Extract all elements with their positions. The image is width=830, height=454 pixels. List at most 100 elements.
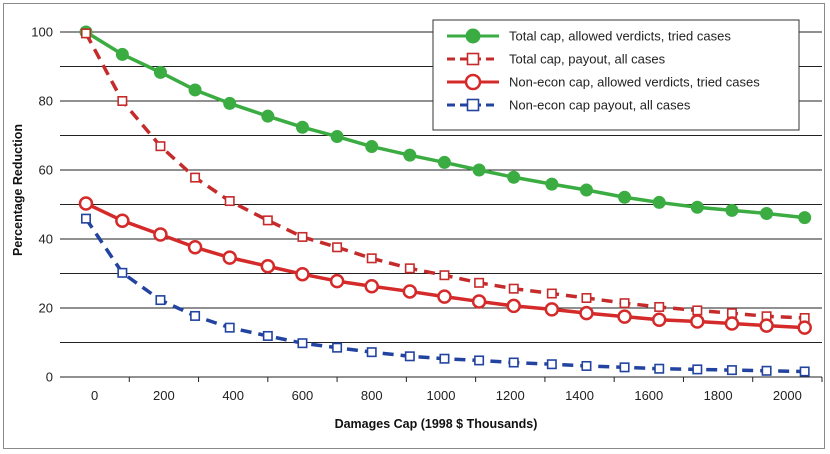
legend-box bbox=[432, 19, 800, 131]
data-point bbox=[619, 298, 630, 309]
data-point bbox=[472, 163, 486, 177]
series-2 bbox=[80, 28, 810, 324]
data-point bbox=[506, 298, 521, 314]
data-point bbox=[581, 360, 592, 371]
data-point bbox=[726, 365, 737, 376]
data-point bbox=[437, 289, 452, 304]
data-point bbox=[690, 200, 704, 214]
legend-item: Total cap, payout, all cases bbox=[447, 52, 666, 67]
series-layer bbox=[78, 25, 812, 377]
x-tick-label: 1800 bbox=[704, 388, 733, 403]
data-point bbox=[115, 47, 129, 61]
legend-label: Total cap, payout, all cases bbox=[509, 52, 666, 67]
data-point bbox=[797, 320, 812, 335]
x-axis-title: Damages Cap (1998 $ Thousands) bbox=[335, 417, 538, 431]
x-tick-label: 1000 bbox=[427, 388, 456, 403]
data-point bbox=[546, 288, 557, 299]
x-tick-label: 0 bbox=[91, 388, 98, 403]
data-point bbox=[297, 338, 308, 349]
data-point bbox=[365, 140, 379, 154]
data-point bbox=[464, 73, 482, 91]
data-point bbox=[471, 294, 487, 309]
y-axis-ticks: 0 20 40 60 80 100 bbox=[31, 25, 53, 385]
x-tick-label: 400 bbox=[222, 388, 244, 403]
legend-item: Non-econ cap, allowed verdicts, tried ca… bbox=[447, 73, 760, 91]
series-3 bbox=[78, 196, 812, 335]
data-point bbox=[579, 305, 594, 321]
legend-item: Total cap, allowed verdicts, tried cases bbox=[447, 28, 731, 44]
data-point bbox=[364, 279, 379, 294]
data-point bbox=[692, 364, 703, 375]
data-point bbox=[466, 52, 480, 66]
data-point bbox=[690, 314, 705, 329]
data-point bbox=[190, 310, 201, 321]
data-point bbox=[760, 206, 774, 220]
data-point bbox=[117, 267, 128, 278]
data-point bbox=[579, 183, 593, 197]
data-point bbox=[153, 227, 168, 242]
data-point bbox=[366, 347, 377, 358]
data-point bbox=[618, 190, 632, 204]
data-point bbox=[402, 284, 418, 299]
data-point bbox=[651, 312, 667, 327]
data-point bbox=[439, 270, 450, 281]
data-point bbox=[724, 316, 740, 331]
data-point bbox=[726, 308, 737, 319]
data-point bbox=[544, 302, 560, 317]
data-point bbox=[692, 305, 703, 316]
data-point bbox=[404, 351, 415, 362]
data-point bbox=[404, 263, 415, 274]
x-tick-label: 2000 bbox=[773, 388, 802, 403]
data-point bbox=[330, 130, 344, 144]
legend-item: Non-econ cap payout, all cases bbox=[447, 98, 691, 113]
data-point bbox=[466, 98, 480, 112]
data-point bbox=[403, 148, 417, 162]
data-point bbox=[437, 155, 451, 169]
y-axis-title: Percentage Reduction bbox=[11, 124, 25, 256]
data-point bbox=[759, 318, 774, 333]
data-point bbox=[295, 266, 310, 282]
x-tick-label: 200 bbox=[153, 388, 175, 403]
y-tick-label: 20 bbox=[39, 301, 53, 316]
data-point bbox=[465, 28, 481, 44]
data-point bbox=[654, 363, 665, 374]
legend: Total cap, allowed verdicts, tried cases… bbox=[432, 19, 800, 131]
y-tick-label: 40 bbox=[39, 232, 53, 247]
x-tick-label: 1400 bbox=[565, 388, 594, 403]
data-point bbox=[260, 259, 276, 274]
data-point bbox=[224, 322, 235, 333]
data-point bbox=[117, 96, 128, 107]
data-point bbox=[508, 283, 519, 294]
legend-label: Total cap, allowed verdicts, tried cases bbox=[509, 29, 731, 44]
legend-label: Non-econ cap payout, all cases bbox=[509, 98, 691, 113]
data-point bbox=[78, 196, 94, 211]
data-point bbox=[262, 215, 273, 226]
x-axis-ticks: 0 200 400 600 800 1000 1200 1400 1600 1800 2000 bbox=[91, 388, 802, 403]
data-point bbox=[617, 309, 632, 324]
data-point bbox=[798, 211, 812, 225]
legend-label: Non-econ cap, allowed verdicts, tried ca… bbox=[509, 75, 760, 90]
data-point bbox=[799, 366, 810, 377]
x-tick-label: 600 bbox=[292, 388, 314, 403]
data-point bbox=[261, 109, 275, 123]
data-point bbox=[115, 213, 130, 228]
data-point bbox=[474, 277, 485, 288]
x-tick-label: 800 bbox=[361, 388, 383, 403]
data-point bbox=[581, 292, 592, 303]
x-tick-label: 1200 bbox=[496, 388, 525, 403]
y-tick-label: 0 bbox=[46, 370, 53, 385]
data-point bbox=[223, 96, 237, 110]
data-point bbox=[366, 253, 377, 264]
series-4 bbox=[80, 213, 810, 377]
data-point bbox=[297, 231, 308, 242]
x-tick-label: 1600 bbox=[634, 388, 663, 403]
data-point bbox=[80, 213, 91, 224]
data-point bbox=[295, 120, 309, 134]
data-point bbox=[507, 170, 521, 184]
data-point bbox=[190, 172, 201, 183]
data-point bbox=[188, 83, 202, 97]
data-point bbox=[329, 273, 345, 289]
y-tick-label: 100 bbox=[31, 25, 53, 40]
data-point bbox=[332, 242, 343, 253]
